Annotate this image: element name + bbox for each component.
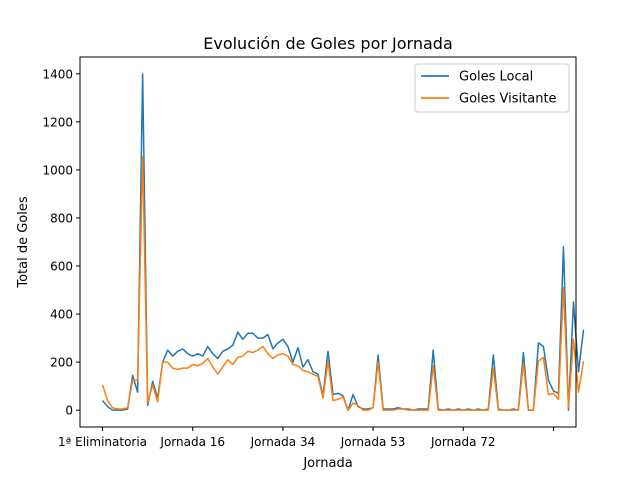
series-layer xyxy=(101,73,585,411)
legend: Goles Local Goles Visitante xyxy=(414,63,570,113)
x-tick-label: Jornada 34 xyxy=(250,435,316,449)
y-tick-label: 400 xyxy=(50,308,73,322)
legend-box xyxy=(414,63,570,113)
x-tick-label: Jornada 53 xyxy=(340,435,406,449)
x-tick-label: Jornada 16 xyxy=(159,435,225,449)
y-tick-label: 800 xyxy=(50,211,73,225)
y-axis-label: Total de Goles xyxy=(16,196,31,289)
x-tick-label: 1ª Eliminatoria xyxy=(58,435,147,449)
legend-item: Goles Local xyxy=(421,70,533,85)
y-tick-label: 200 xyxy=(50,356,73,370)
legend-item: Goles Visitante xyxy=(421,92,557,107)
series-1 xyxy=(101,155,585,411)
series-line xyxy=(101,155,585,411)
y-tick-label: 1000 xyxy=(42,163,73,177)
y-axis: 0 200 400 600 800 1000 1200 1400 xyxy=(42,67,80,418)
x-tick-label: Jornada 72 xyxy=(430,435,496,449)
y-tick-label: 600 xyxy=(50,260,73,274)
y-tick-label: 1400 xyxy=(42,67,73,81)
x-axis: 1ª Eliminatoria Jornada 16 Jornada 34 Jorna… xyxy=(58,427,554,449)
legend-label: Goles Local xyxy=(459,70,533,85)
legend-label: Goles Visitante xyxy=(459,92,557,107)
y-tick-label: 1200 xyxy=(42,115,73,129)
x-axis-label: Jornada xyxy=(302,456,352,471)
chart-title: Evolución de Goles por Jornada xyxy=(203,34,453,53)
y-tick-label: 0 xyxy=(65,404,73,418)
plot-frame xyxy=(79,56,577,428)
